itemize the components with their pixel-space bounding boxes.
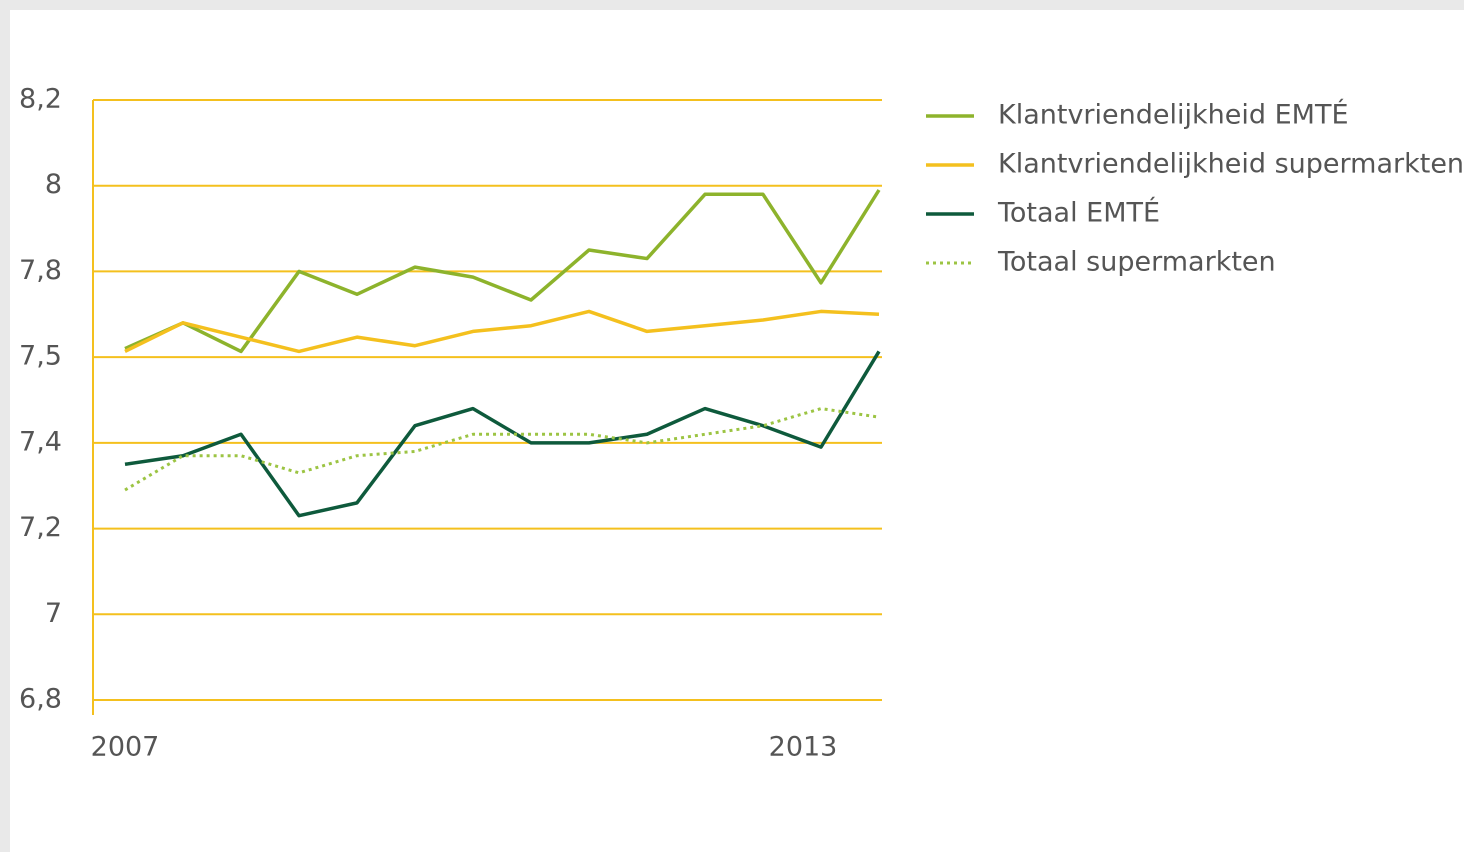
panel: 6,8 7 7,2 7,4 7,5 7,8 8 8,2 2007 2013 Klantvriende… [10,10,1464,852]
y-tick-label: 7,4 [19,426,62,457]
y-tick-label: 6,8 [19,684,62,715]
y-tick-label: 7 [45,598,62,629]
series-line [124,407,880,492]
series-line [124,309,880,354]
y-tick-label: 8,2 [19,84,62,115]
x-tick-label: 2013 [769,732,838,763]
y-tick-label: 7,5 [19,341,62,372]
series-line [124,350,881,518]
legend-label: Klantvriendelijkheid supermarkten [998,149,1464,180]
legend-label: Klantvriendelijkheid EMTÉ [998,99,1349,131]
y-tick-label: 8 [45,169,62,200]
x-tick-label: 2007 [91,732,160,763]
y-tick-label: 7,8 [19,255,62,286]
chart: 6,8 7 7,2 7,4 7,5 7,8 8 8,2 2007 2013 Klantvriende… [19,84,1464,763]
legend-label: Totaal EMTÉ [997,197,1160,229]
legend-label: Totaal supermarkten [997,247,1276,278]
y-tick-label: 7,2 [19,512,62,543]
